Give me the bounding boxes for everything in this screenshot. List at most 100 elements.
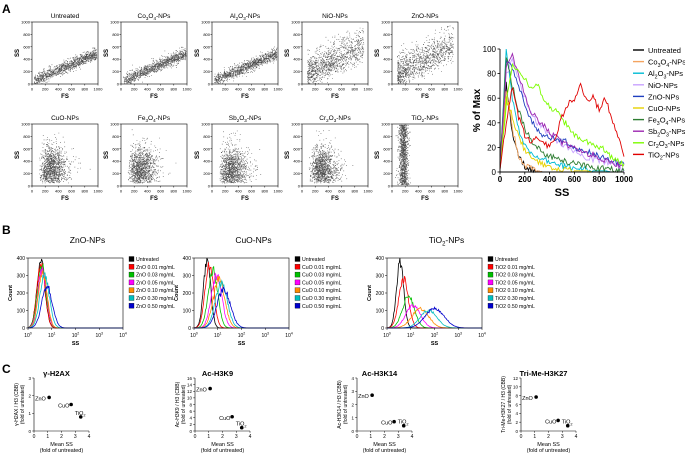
histogram-line bbox=[387, 306, 482, 329]
scatter-dots bbox=[307, 27, 365, 85]
correlation-y-axis-label: Ac-H3K9 / H3 (CBB) bbox=[175, 381, 181, 427]
overlay-legend-entry-part: -NPs bbox=[669, 58, 685, 67]
correlation-y-tick-label: 4 bbox=[189, 416, 192, 421]
overlay-legend-entry-part: -NPs bbox=[668, 116, 685, 125]
correlation-x-tick-label: 2 bbox=[60, 434, 63, 440]
histogram-y-axis-label: Count bbox=[174, 285, 180, 301]
correlation-x-tick-label: 2 bbox=[383, 434, 386, 440]
correlation-y-axis-label-2: (fold of untreated) bbox=[343, 384, 349, 424]
correlation-x-tick-label: 1 bbox=[46, 434, 49, 440]
x-tick-label: 0 bbox=[211, 87, 214, 92]
panel-a-overlay: 0 200 400 600 800 1000 0 20 40 60 80 100 SS % of Max U… bbox=[472, 45, 685, 199]
scatter-title-part: Sb bbox=[229, 115, 237, 122]
histogram-title-part: TiO bbox=[429, 235, 443, 245]
overlay-y-tick-label: 60 bbox=[487, 94, 496, 103]
y-tick-label: 800 bbox=[23, 32, 30, 37]
panel-label-b: B bbox=[2, 223, 11, 237]
histogram-x-tick-label: 101 bbox=[407, 332, 415, 339]
correlation-x-tick-label: 1 bbox=[533, 434, 536, 440]
histogram-x-axis-label: SS bbox=[238, 341, 246, 347]
correlation-point-label-part: TiO bbox=[398, 420, 407, 426]
scatter-title: Cr2O3-NPs bbox=[319, 115, 351, 123]
histogram-legend-entry: Untreated bbox=[495, 257, 518, 263]
scatter-dots bbox=[219, 130, 262, 184]
x-tick-label: 800 bbox=[170, 189, 177, 194]
overlay-x-tick-label: 0 bbox=[498, 175, 503, 184]
y-axis-label: SS bbox=[285, 49, 291, 57]
scatter-title-part: ZnO-NPs bbox=[411, 13, 439, 20]
y-tick-label: 1000 bbox=[21, 122, 31, 127]
overlay-legend-entry-part: O bbox=[661, 58, 667, 67]
overlay-line-7 bbox=[499, 56, 625, 174]
x-tick-label: 600 bbox=[428, 87, 435, 92]
x-tick-label: 600 bbox=[157, 87, 164, 92]
correlation-point bbox=[401, 423, 406, 428]
overlay-legend-entry-part: Cr bbox=[648, 139, 656, 148]
x-tick-label: 1000 bbox=[183, 189, 193, 194]
histogram-legend-entry: TiO2 0.30 mg/mL bbox=[495, 296, 535, 302]
x-tick-label: 800 bbox=[351, 87, 358, 92]
y-tick-label: 1000 bbox=[381, 20, 391, 25]
correlation-y-tick-label: 14 bbox=[187, 382, 193, 387]
correlation-x-tick-label: 2 bbox=[221, 434, 224, 440]
histogram-x-tick-exponent: 2 bbox=[77, 332, 79, 336]
correlation-y-tick-label: 2 bbox=[189, 422, 192, 427]
histogram-x-tick-exponent: 3 bbox=[460, 332, 462, 336]
histogram-x-axis-label: SS bbox=[431, 341, 439, 347]
histogram-line bbox=[386, 275, 482, 329]
y-tick-label: 200 bbox=[203, 171, 210, 176]
correlation-point-label: TiO2 bbox=[398, 420, 409, 427]
overlay-legend-entry-part: 2 bbox=[657, 132, 660, 138]
overlay-legend-entry-part: O bbox=[659, 139, 665, 148]
histogram-legend-entry: TiO2 0.01 mg/mL bbox=[495, 265, 535, 271]
overlay-legend-entry: Cr2O3-NPs bbox=[648, 139, 685, 150]
y-tick-label: 600 bbox=[203, 146, 210, 151]
correlation-x-tick-label: 0 bbox=[520, 434, 523, 440]
y-tick-label: 800 bbox=[383, 134, 390, 139]
correlation-x-tick-label: 0 bbox=[356, 434, 359, 440]
histogram-legend-swatch bbox=[128, 287, 135, 293]
y-tick-label: 400 bbox=[112, 159, 119, 164]
histogram-title-part: CuO-NPs bbox=[235, 235, 271, 245]
histogram-line bbox=[387, 306, 482, 329]
correlation-x-axis-label-2: (fold of untreated) bbox=[40, 448, 84, 454]
overlay-x-tick-label: 600 bbox=[568, 175, 582, 184]
histogram-x-axis-label: SS bbox=[72, 341, 80, 347]
y-tick-label: 600 bbox=[383, 146, 390, 151]
histogram-frame bbox=[386, 257, 483, 329]
correlation-point-label-part: TiO bbox=[562, 420, 571, 426]
scatter-title: ZnO-NPs bbox=[411, 13, 439, 20]
correlation-x-tick-label: 3 bbox=[235, 434, 238, 440]
scatter-title-part: Co bbox=[138, 13, 147, 20]
scatter-title: Al2O3-NPs bbox=[230, 13, 261, 21]
histogram-x-tick-exponent: 0 bbox=[30, 332, 32, 336]
y-tick-label: 0 bbox=[28, 82, 31, 87]
scatter-frame bbox=[211, 123, 279, 187]
scatter-title: TiO2-NPs bbox=[411, 115, 439, 123]
x-tick-label: 600 bbox=[157, 189, 164, 194]
histogram-x-tick-exponent: 1 bbox=[413, 332, 415, 336]
histogram-title-part: ZnO-NPs bbox=[70, 235, 105, 245]
histogram-x-tick-exponent: 3 bbox=[267, 332, 269, 336]
x-tick-label: 0 bbox=[31, 189, 34, 194]
scatter-title-part: O bbox=[329, 115, 334, 122]
histogram-x-tick-label: 100 bbox=[24, 332, 32, 339]
x-tick-label: 600 bbox=[68, 189, 75, 194]
correlation-title: γ-H2AX bbox=[43, 369, 70, 378]
y-tick-label: 1000 bbox=[201, 20, 211, 25]
y-axis-label: SS bbox=[375, 49, 381, 57]
correlation-x-tick-label: 3 bbox=[397, 434, 400, 440]
correlation-y-tick-label: 6 bbox=[515, 402, 518, 407]
scatter-frame bbox=[31, 21, 99, 85]
x-tick-label: 0 bbox=[120, 189, 123, 194]
y-tick-label: 800 bbox=[383, 32, 390, 37]
correlation-y-axis-label: Tri-Me-H3K27 / H3 (CBB) bbox=[501, 376, 507, 433]
scatter-title-part: Cr bbox=[319, 115, 327, 122]
overlay-y-tick-label: 0 bbox=[492, 168, 497, 177]
scatter-title-part: 2 bbox=[326, 118, 329, 123]
correlation-point-label-part: 2 bbox=[83, 414, 85, 418]
correlation-point bbox=[392, 419, 396, 424]
histogram-legend-entry: ZnO 0.10 mg/mL bbox=[136, 288, 175, 294]
